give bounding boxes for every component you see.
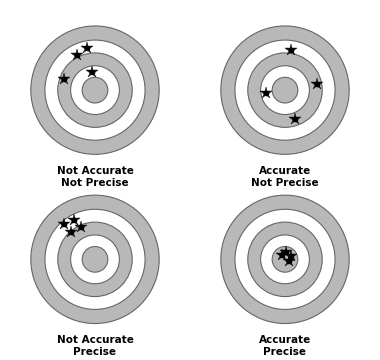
Text: Not Accurate
Precise: Not Accurate Precise	[57, 335, 133, 357]
Text: Not Accurate
Not Precise: Not Accurate Not Precise	[57, 166, 133, 188]
Circle shape	[82, 77, 108, 103]
Circle shape	[58, 222, 132, 297]
Circle shape	[261, 66, 309, 114]
Circle shape	[71, 66, 119, 114]
Circle shape	[58, 53, 132, 127]
Circle shape	[248, 53, 322, 127]
Circle shape	[82, 247, 108, 272]
Circle shape	[31, 195, 159, 324]
Text: Accurate
Not Precise: Accurate Not Precise	[251, 166, 319, 188]
Text: Accurate
Precise: Accurate Precise	[259, 335, 311, 357]
Circle shape	[261, 235, 309, 284]
Circle shape	[248, 222, 322, 297]
Circle shape	[221, 26, 349, 154]
Circle shape	[45, 40, 145, 140]
Circle shape	[235, 40, 335, 140]
Circle shape	[272, 247, 298, 272]
Circle shape	[272, 77, 298, 103]
Circle shape	[235, 209, 335, 309]
Circle shape	[221, 195, 349, 324]
Circle shape	[45, 209, 145, 309]
Circle shape	[31, 26, 159, 154]
Circle shape	[71, 235, 119, 284]
